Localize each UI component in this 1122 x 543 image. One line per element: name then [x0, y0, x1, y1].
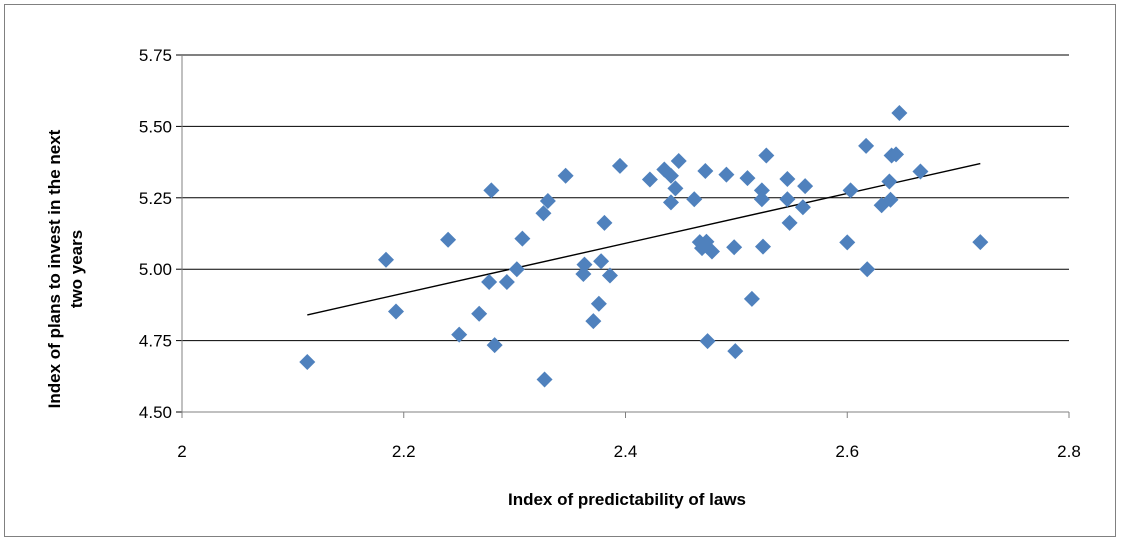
data-point-62: [972, 234, 989, 251]
data-point-56: [881, 173, 898, 190]
data-point-57: [882, 191, 899, 208]
data-point-22: [601, 267, 618, 284]
data-point-17: [576, 256, 593, 273]
data-point-14: [539, 192, 556, 209]
data-point-35: [699, 333, 716, 350]
data-point-60: [891, 104, 908, 121]
x-axis-title: Index of predictability of laws: [508, 490, 746, 509]
y-tick-label-3: 5.25: [139, 189, 172, 208]
data-point-36: [703, 243, 720, 260]
x-tick-label-1: 2.2: [392, 442, 416, 461]
data-point-49: [794, 199, 811, 216]
data-point-3: [440, 231, 457, 248]
axes: [176, 54, 1070, 418]
data-point-6: [481, 274, 498, 291]
data-point-47: [779, 170, 796, 187]
trendline: [307, 162, 981, 316]
y-axis-title-line-2: two years: [67, 230, 86, 308]
data-point-39: [727, 343, 744, 360]
trendline-group: [307, 162, 981, 316]
data-point-38: [726, 239, 743, 256]
data-point-50: [797, 178, 814, 195]
data-point-19: [590, 295, 607, 312]
y-axis-title: Index of plans to invest in the next two…: [45, 129, 86, 408]
data-point-53: [858, 137, 875, 154]
data-point-13: [536, 371, 553, 388]
data-point-42: [753, 182, 770, 199]
chart-frame: [4, 4, 1116, 537]
tick-labels: 4.50 4.75 5.00 5.25 5.50 5.75 2 2.2 2.4 2.6 2.8: [139, 46, 1081, 461]
x-tick-label-3: 2.6: [835, 442, 859, 461]
data-point-33: [697, 162, 714, 179]
data-point-29: [670, 152, 687, 169]
y-tick-label-4: 5.50: [139, 117, 172, 136]
data-point-54: [859, 261, 876, 278]
data-point-48: [781, 214, 798, 231]
data-point-2: [387, 303, 404, 320]
data-point-16: [575, 266, 592, 283]
data-point-61: [912, 163, 929, 180]
data-point-18: [585, 313, 602, 330]
data-point-11: [514, 230, 531, 247]
data-point-37: [718, 166, 735, 183]
data-point-44: [754, 238, 771, 255]
data-point-41: [743, 290, 760, 307]
data-point-5: [471, 305, 488, 322]
data-point-45: [758, 147, 775, 164]
x-tick-label-0: 2: [177, 442, 186, 461]
data-point-0: [299, 354, 316, 371]
y-tick-label-5: 5.75: [139, 46, 172, 65]
data-point-21: [596, 214, 613, 231]
data-point-23: [611, 157, 628, 174]
data-point-30: [686, 191, 703, 208]
data-point-20: [593, 253, 610, 270]
data-point-59: [888, 146, 905, 163]
data-point-12: [535, 205, 552, 222]
data-point-43: [753, 191, 770, 208]
data-point-28: [667, 180, 684, 197]
y-axis-title-line-1: Index of plans to invest in the next: [45, 129, 64, 408]
data-point-7: [483, 182, 500, 199]
data-point-52: [842, 182, 859, 199]
data-point-46: [779, 191, 796, 208]
data-point-51: [839, 234, 856, 251]
y-tick-label-2: 5.00: [139, 260, 172, 279]
y-tick-label-0: 4.50: [139, 403, 172, 422]
data-point-10: [508, 261, 525, 278]
x-tick-label-4: 2.8: [1057, 442, 1081, 461]
data-point-4: [451, 326, 468, 343]
data-point-40: [739, 170, 756, 187]
gridlines: [182, 54, 1069, 342]
data-point-27: [662, 194, 679, 211]
data-points: [299, 104, 989, 388]
data-point-24: [641, 171, 658, 188]
y-tick-label-1: 4.75: [139, 332, 172, 351]
data-point-9: [498, 274, 515, 291]
data-point-8: [486, 337, 503, 354]
data-point-15: [557, 167, 574, 184]
data-point-26: [662, 167, 679, 184]
data-point-1: [378, 251, 395, 268]
x-tick-label-2: 2.4: [614, 442, 638, 461]
